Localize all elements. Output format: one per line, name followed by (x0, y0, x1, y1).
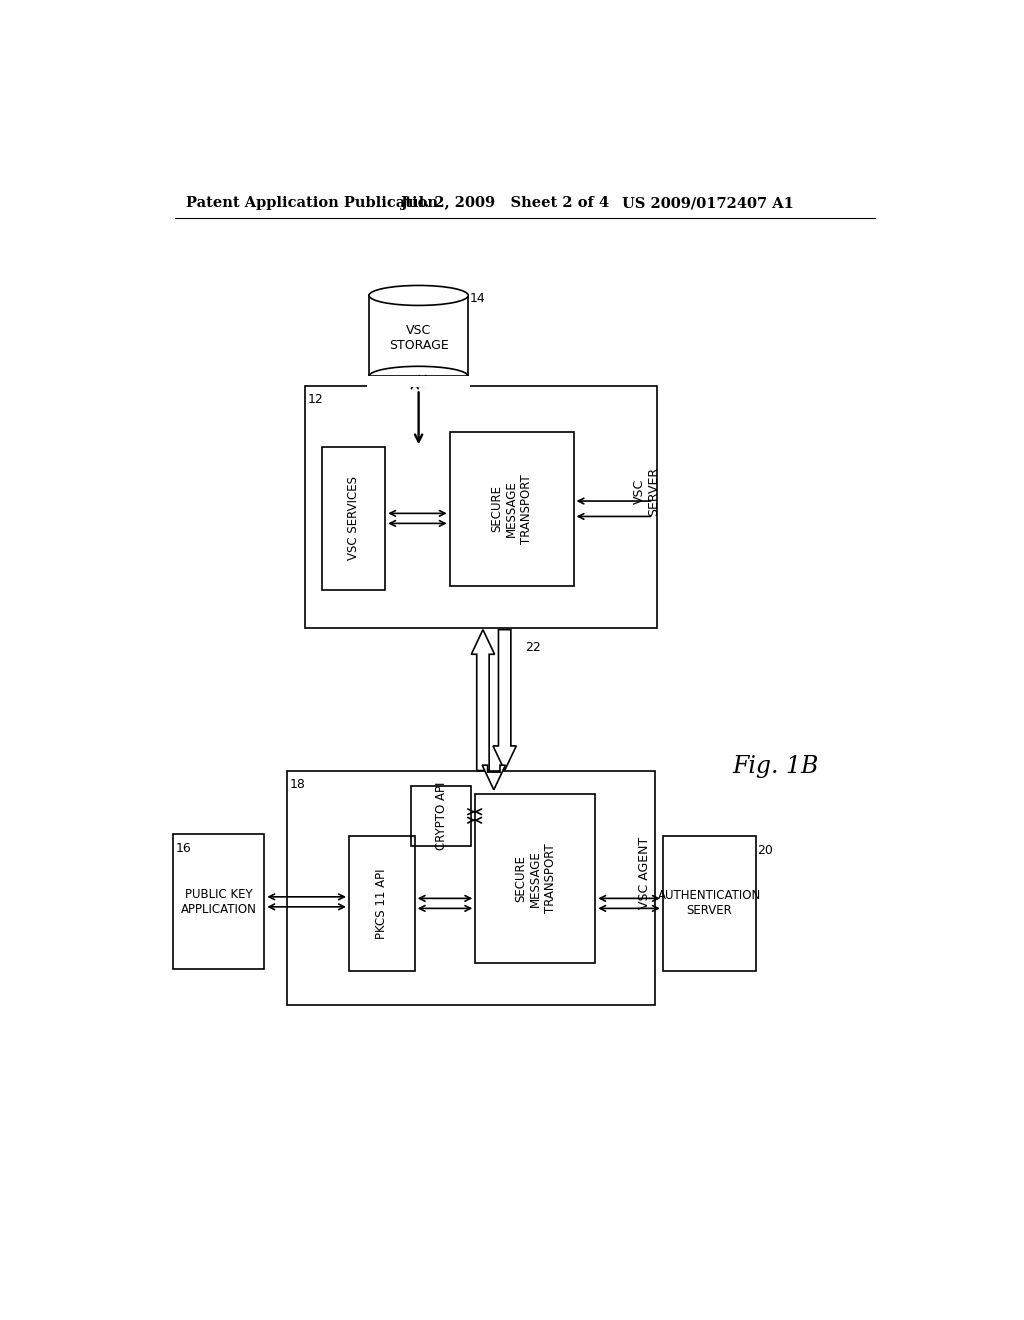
Text: PUBLIC KEY
APPLICATION: PUBLIC KEY APPLICATION (181, 888, 257, 916)
Text: 22: 22 (524, 642, 541, 655)
Text: VSC SERVICES: VSC SERVICES (347, 477, 360, 561)
Text: VSC
STORAGE: VSC STORAGE (389, 325, 449, 352)
Text: US 2009/0172407 A1: US 2009/0172407 A1 (623, 197, 795, 210)
Text: 18: 18 (290, 779, 306, 791)
Bar (475, 793, 595, 964)
Text: SECURE
MESSAGE
TRANSPORT: SECURE MESSAGE TRANSPORT (514, 843, 557, 913)
Text: CRYPTO API: CRYPTO API (434, 781, 447, 850)
Text: 14: 14 (470, 292, 485, 305)
Text: Jul. 2, 2009   Sheet 2 of 4: Jul. 2, 2009 Sheet 2 of 4 (400, 197, 609, 210)
Text: 12: 12 (308, 393, 324, 407)
Text: PKCS 11 API: PKCS 11 API (376, 869, 388, 939)
Bar (411, 785, 471, 846)
Ellipse shape (369, 285, 468, 305)
Text: VSC AGENT: VSC AGENT (638, 837, 650, 908)
Polygon shape (471, 630, 495, 771)
Text: Patent Application Publication: Patent Application Publication (186, 197, 438, 210)
Polygon shape (482, 766, 506, 789)
Bar (369, 296, 468, 376)
Bar (349, 836, 415, 970)
Bar (305, 385, 657, 628)
Bar (173, 834, 264, 969)
Text: 20: 20 (758, 843, 773, 857)
Bar (322, 447, 385, 590)
Bar (663, 836, 756, 970)
Text: AUTHENTICATION
SERVER: AUTHENTICATION SERVER (657, 890, 761, 917)
Text: VSC
SERVER: VSC SERVER (633, 467, 660, 516)
Text: 16: 16 (176, 842, 191, 855)
Bar (368, 376, 470, 387)
Text: Fig. 1B: Fig. 1B (732, 755, 818, 779)
Bar (450, 432, 573, 586)
Text: SECURE
MESSAGE
TRANSPORT: SECURE MESSAGE TRANSPORT (490, 474, 534, 544)
Polygon shape (493, 630, 516, 771)
Bar (287, 771, 655, 1006)
